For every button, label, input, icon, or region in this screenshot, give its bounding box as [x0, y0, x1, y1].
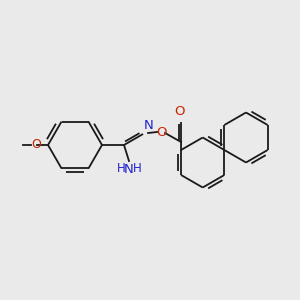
- Text: N: N: [144, 119, 154, 132]
- Text: N: N: [124, 163, 134, 176]
- Text: H: H: [133, 163, 141, 176]
- Text: O: O: [31, 139, 41, 152]
- Text: H: H: [117, 163, 125, 176]
- Text: O: O: [174, 105, 184, 118]
- Text: O: O: [156, 125, 166, 139]
